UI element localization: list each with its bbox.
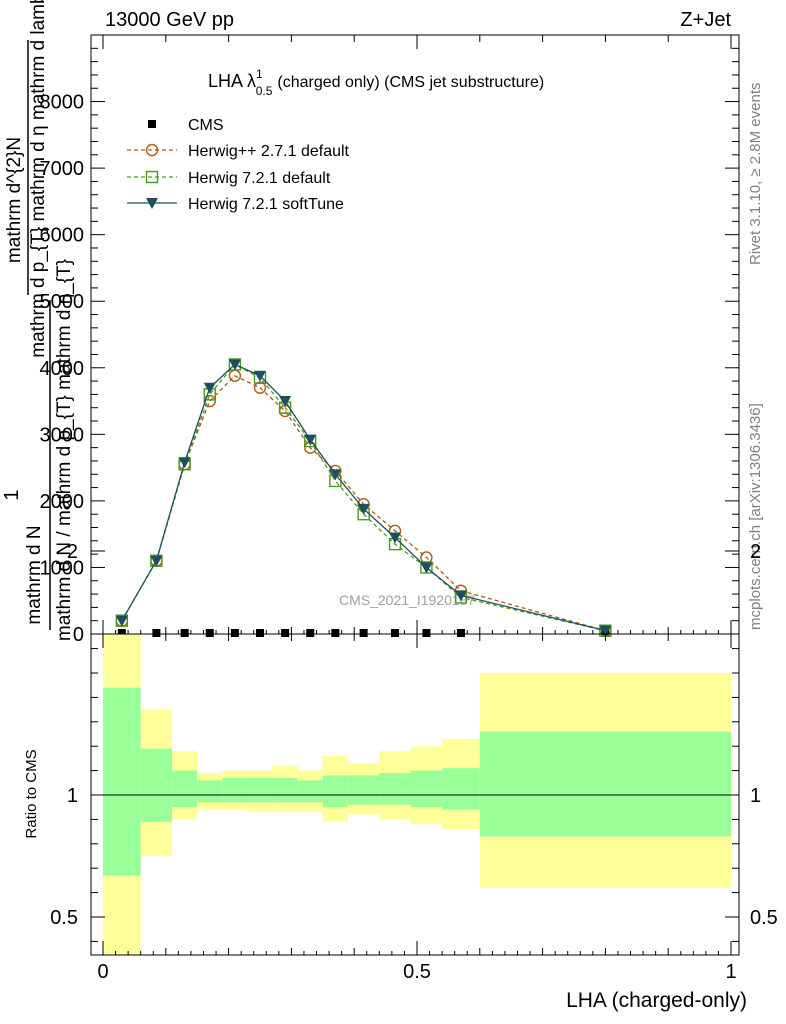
main-y-tick-label: 6000 (40, 225, 85, 247)
ratio-stat-band (479, 731, 731, 837)
series-line (121, 363, 606, 632)
data-point (329, 469, 342, 481)
ratio-y-tick-labels: 0.5 0.5 1 1 2 2 (50, 541, 778, 929)
ratio-stat-band (347, 775, 380, 805)
x-tick-label: 1 (725, 961, 736, 983)
ratio-stat-band (140, 748, 173, 822)
ratio-y-tick-label-right: 0.5 (750, 907, 778, 929)
data-point (253, 381, 267, 394)
data-point (357, 503, 370, 515)
process-label: Z+Jet (680, 9, 731, 31)
ylabel-main-den: mathrm d p_{T} mathrm d η mathrm d lambd… (28, 0, 49, 358)
data-point (389, 532, 402, 544)
title-suffix: (charged only) (CMS jet substructure) (277, 74, 544, 91)
legend-marker (145, 143, 159, 157)
ratio-stat-band (297, 780, 323, 803)
ratio-y-tick-label: 1 (67, 785, 78, 807)
ratio-y-tick-label: 2 (67, 541, 78, 563)
ratio-y-label: Ratio to CMS (23, 749, 40, 838)
ratio-y-tick-label-right: 2 (750, 541, 761, 563)
ylabel-main-num: mathrm d^{2}N (4, 137, 25, 263)
data-point (228, 359, 241, 371)
ratio-stat-band (222, 777, 248, 803)
x-axis-label: LHA (charged-only) (566, 989, 747, 1012)
title-prefix: LHA λ (208, 71, 256, 91)
data-point (306, 629, 315, 637)
data-point (256, 629, 264, 637)
legend-marker (148, 120, 156, 128)
ratio-stat-band (322, 775, 348, 808)
data-point (456, 629, 465, 637)
data-point (454, 590, 467, 602)
main-y-label: 1 mathrm d N mathrm d N / mathrm d p_{T}… (1, 0, 75, 641)
ratio-y-tick-label-right: 1 (750, 785, 761, 807)
energy-label: 13000 GeV pp (105, 9, 234, 31)
x-tick-label: 0.5 (403, 961, 431, 983)
title-sup: 1 (256, 67, 263, 81)
data-point (203, 394, 216, 408)
rivet-label: Rivet 3.1.10, ≥ 2.8M events (747, 83, 764, 266)
x-tick-label: 0 (97, 961, 108, 983)
data-point (115, 615, 128, 627)
ratio-y-tick-label: 0.5 (50, 907, 78, 929)
data-point (279, 396, 292, 408)
ratio-stat-band (247, 777, 273, 803)
main-y-tick-label: 7000 (40, 158, 85, 180)
legend-label: CMS (188, 117, 224, 134)
ratio-stat-band (442, 768, 480, 810)
data-point (178, 457, 191, 469)
ylabel-num: mathrm d N (24, 525, 45, 624)
title-sub: 0.5 (256, 84, 273, 98)
data-point (203, 382, 216, 394)
legend-label: Herwig 7.2.1 softTune (188, 196, 344, 213)
series-0 (117, 629, 610, 637)
data-point (152, 629, 161, 637)
data-point (304, 434, 317, 446)
legend: CMS Herwig++ 2.7.1 default Herwig 7.2.1 de… (127, 117, 350, 213)
data-point (180, 629, 189, 637)
data-point (150, 555, 163, 567)
main-y-tick-label: 0 (73, 624, 84, 646)
legend-marker (146, 198, 158, 209)
watermark-label: CMS_2021_I1920187 (339, 592, 475, 608)
mcplots-label: mcplots.cern.ch [arXiv:1306.3436] (747, 403, 764, 630)
data-point (205, 629, 214, 637)
main-plot-title: LHA λ1 0.5 (charged only) (CMS jet substru… (208, 67, 544, 98)
data-point (117, 629, 126, 637)
ratio-axis-ticks (91, 550, 739, 955)
ratio-bands (103, 634, 731, 955)
data-point (230, 629, 239, 637)
legend-label: Herwig 7.2.1 default (188, 170, 331, 187)
series-line (121, 363, 606, 632)
legend-label: Herwig++ 2.7.1 default (188, 143, 350, 160)
series-line (121, 374, 606, 632)
data-point (599, 625, 612, 637)
data-point (422, 629, 431, 637)
data-point (391, 629, 400, 637)
series-layer (115, 358, 612, 637)
ratio-stat-band (172, 770, 198, 808)
ratio-stat-band (272, 777, 298, 803)
data-point (331, 629, 340, 637)
ratio-stat-band (379, 773, 411, 805)
ratio-stat-band (410, 770, 443, 808)
legend-marker (145, 170, 159, 184)
ylabel-den: mathrm d N / mathrm d p_{T} mathrm d η_{… (54, 259, 75, 641)
data-point (254, 370, 266, 382)
series-3 (115, 359, 612, 637)
ratio-stat-band (197, 780, 223, 803)
main-y-tick-label: 8000 (40, 92, 85, 114)
data-point (420, 562, 433, 574)
ratio-stat-band (103, 687, 141, 876)
data-point (359, 629, 368, 637)
data-point (281, 629, 290, 637)
ylabel-prefix: 1 (1, 489, 23, 500)
x-tick-labels: 0 0.5 1 (97, 961, 736, 983)
